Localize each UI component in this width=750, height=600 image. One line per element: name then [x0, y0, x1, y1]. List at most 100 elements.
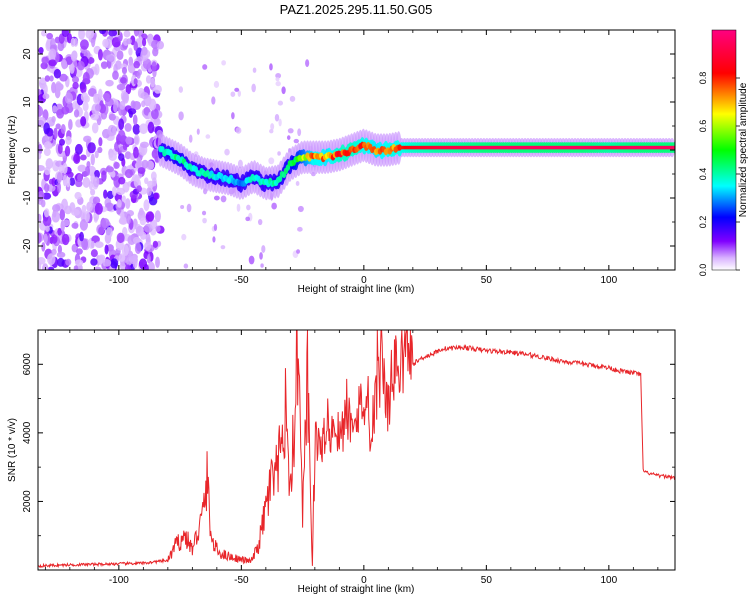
noise-blob	[75, 248, 83, 255]
noise-blob	[47, 266, 55, 270]
noise-blob	[90, 113, 99, 121]
noise-blob	[102, 38, 109, 48]
noise-blob	[90, 249, 98, 258]
noise-blob	[133, 175, 140, 188]
noise-blob	[59, 209, 66, 221]
noise-blob	[56, 251, 66, 258]
noise-blob	[152, 47, 159, 57]
noise-blob	[246, 204, 251, 211]
noise-blob	[133, 78, 138, 85]
noise-blob	[38, 105, 44, 117]
noise-blob	[90, 240, 95, 249]
noise-blob	[145, 233, 151, 244]
noise-blob	[69, 177, 76, 186]
x-tick-label: 0	[361, 275, 367, 286]
noise-blob	[44, 75, 51, 82]
noise-blob	[237, 90, 242, 97]
noise-blob	[108, 30, 118, 37]
noise-blob	[85, 165, 90, 176]
noise-blob	[136, 185, 142, 193]
noise-blob	[178, 111, 184, 121]
noise-blob	[92, 176, 100, 188]
noise-blob	[41, 30, 47, 37]
y-tick-label: 4000	[22, 421, 33, 444]
noise-blob	[277, 100, 284, 106]
noise-blob	[196, 128, 200, 135]
noise-blob	[271, 202, 277, 210]
noise-blob	[127, 234, 136, 246]
noise-blob	[113, 102, 118, 113]
noise-blob	[261, 245, 266, 253]
y-tick-label: 20	[22, 48, 33, 60]
noise-blob	[126, 38, 132, 45]
noise-blob	[142, 58, 152, 70]
noise-blob	[144, 241, 152, 251]
noise-blob	[43, 141, 52, 150]
noise-blob	[82, 71, 90, 84]
x-tick-label: -100	[109, 275, 129, 286]
noise-blob	[202, 64, 208, 70]
noise-blob	[213, 195, 220, 201]
noise-blob	[155, 225, 161, 232]
noise-blob	[151, 108, 159, 120]
noise-blob	[118, 118, 125, 131]
noise-blob	[94, 202, 103, 215]
noise-blob	[152, 240, 159, 248]
noise-blob	[68, 119, 73, 131]
noise-blob	[98, 88, 103, 100]
noise-blob	[297, 226, 303, 232]
noise-blob	[57, 41, 65, 52]
noise-blob	[71, 209, 80, 216]
noise-blob	[43, 83, 48, 95]
noise-blob	[116, 206, 122, 215]
noise-blob	[55, 81, 62, 92]
y-tick-label: 2000	[22, 490, 33, 513]
noise-blob	[150, 77, 156, 88]
noise-blob	[46, 32, 54, 40]
colorbar-gradient	[711, 29, 737, 271]
noise-blob	[99, 103, 107, 114]
noise-blob	[124, 168, 133, 179]
noise-blob	[44, 166, 51, 176]
noise-blob	[275, 81, 281, 87]
noise-blob	[90, 188, 96, 196]
noise-blob	[61, 198, 68, 211]
noise-blob	[53, 68, 62, 79]
noise-blob	[52, 105, 58, 113]
noise-blob	[287, 128, 294, 134]
noise-blob	[78, 30, 86, 40]
spectrogram-heatmap	[38, 30, 675, 270]
noise-blob	[133, 41, 138, 52]
noise-blob	[43, 233, 48, 244]
noise-blob	[38, 190, 45, 200]
noise-blob	[79, 231, 84, 242]
noise-blob	[211, 96, 216, 105]
noise-blob	[79, 39, 89, 50]
noise-blob	[151, 177, 157, 187]
noise-blob	[139, 123, 148, 135]
noise-blob	[138, 36, 144, 48]
noise-blob	[67, 171, 74, 178]
noise-blob	[133, 30, 140, 37]
colorbar-ticks: 0.0 0.2 0.4 0.6 0.8	[698, 72, 740, 276]
noise-blob	[70, 51, 77, 62]
spectrogram-y-axis: -20 -10 0 10 20	[22, 29, 675, 271]
snr-x-axis: -100 -50 0 50 100	[44, 330, 659, 586]
noise-blob	[144, 177, 149, 185]
colorbar-label: Normalized spectral amplitude	[738, 82, 749, 217]
noise-blob	[53, 127, 58, 140]
noise-blob	[147, 261, 155, 270]
noise-blob	[115, 60, 122, 70]
noise-blob	[122, 91, 130, 104]
noise-blob	[72, 81, 79, 90]
noise-blob	[270, 123, 275, 131]
noise-blob	[118, 253, 126, 262]
noise-blob	[205, 134, 211, 139]
noise-blob	[101, 218, 110, 229]
noise-blob	[126, 213, 132, 225]
snr-y-label: SNR (10 * v/v)	[7, 418, 18, 482]
x-tick-label: 50	[481, 275, 493, 286]
noise-blob	[297, 128, 302, 137]
noise-blob	[252, 67, 257, 73]
noise-blob	[38, 152, 42, 160]
